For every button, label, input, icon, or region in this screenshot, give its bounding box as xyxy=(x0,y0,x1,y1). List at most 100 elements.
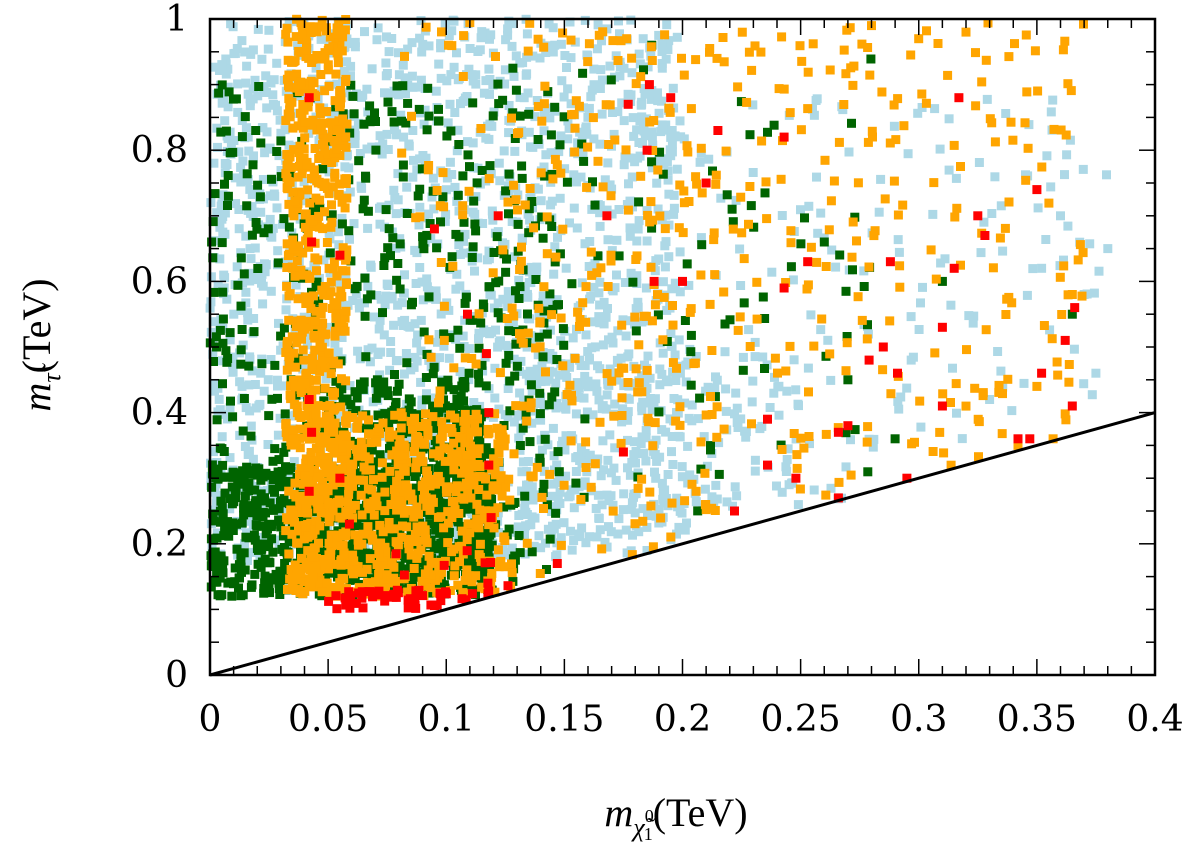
point-orange xyxy=(297,35,307,44)
point-darkgreen xyxy=(590,200,600,210)
point-lightblue xyxy=(996,201,1006,211)
point-lightblue xyxy=(1028,264,1038,274)
point-lightblue xyxy=(640,376,650,386)
point-orange xyxy=(293,294,303,304)
point-darkgreen xyxy=(278,531,288,541)
point-lightblue xyxy=(521,369,531,379)
point-lightblue xyxy=(974,158,984,167)
point-orange xyxy=(341,278,351,288)
point-lightblue xyxy=(914,325,924,334)
point-lightblue xyxy=(248,45,258,55)
point-darkgreen xyxy=(274,482,284,492)
point-lightblue xyxy=(655,154,665,164)
point-lightblue xyxy=(402,399,412,409)
point-darkgreen xyxy=(240,491,250,501)
point-lightblue xyxy=(661,237,671,247)
point-lightblue xyxy=(645,511,655,521)
point-lightblue xyxy=(634,527,644,537)
point-darkgreen xyxy=(311,281,321,291)
point-lightblue xyxy=(348,296,358,305)
point-darkgreen xyxy=(531,275,541,284)
point-orange xyxy=(491,52,500,61)
point-darkgreen xyxy=(769,120,779,130)
point-darkgreen xyxy=(372,375,382,385)
point-orange xyxy=(426,570,436,580)
point-orange xyxy=(300,292,310,302)
point-lightblue xyxy=(346,71,355,81)
point-lightblue xyxy=(268,223,278,233)
point-lightblue xyxy=(375,370,385,380)
point-lightblue xyxy=(523,209,533,219)
point-lightblue xyxy=(393,169,403,179)
point-lightblue xyxy=(261,71,271,81)
point-lightblue xyxy=(614,205,624,214)
point-lightblue xyxy=(578,151,588,161)
point-lightblue xyxy=(553,232,562,242)
point-lightblue xyxy=(562,63,571,72)
point-orange xyxy=(337,29,346,38)
point-lightblue xyxy=(248,547,258,557)
point-lightblue xyxy=(996,366,1006,376)
point-orange xyxy=(311,306,321,316)
point-darkgreen xyxy=(380,409,390,419)
point-orange xyxy=(471,359,481,369)
point-orange xyxy=(341,132,351,142)
point-darkgreen xyxy=(515,548,525,558)
point-lightblue xyxy=(791,385,801,395)
point-lightblue xyxy=(556,336,566,346)
point-darkgreen xyxy=(378,514,388,523)
point-lightblue xyxy=(247,366,257,376)
point-darkgreen xyxy=(559,340,569,350)
point-orange xyxy=(298,123,308,133)
point-lightblue xyxy=(549,269,559,279)
point-orange xyxy=(300,471,310,481)
point-orange xyxy=(293,538,303,548)
point-orange xyxy=(340,455,350,465)
point-darkgreen xyxy=(236,253,246,263)
point-darkgreen xyxy=(510,371,520,381)
point-lightblue xyxy=(582,407,592,417)
point-orange xyxy=(309,543,319,553)
point-orange xyxy=(290,362,300,372)
point-lightblue xyxy=(385,365,395,375)
point-lightblue xyxy=(383,145,393,154)
point-lightblue xyxy=(584,382,593,392)
point-lightblue xyxy=(349,219,359,229)
point-darkgreen xyxy=(275,582,285,592)
point-orange xyxy=(423,430,433,440)
point-orange xyxy=(293,172,303,182)
point-darkgreen xyxy=(224,531,234,541)
point-orange xyxy=(532,462,542,472)
point-darkgreen xyxy=(445,333,455,343)
point-orange xyxy=(437,432,447,441)
point-orange xyxy=(341,179,351,188)
point-lightblue xyxy=(670,278,680,288)
point-orange xyxy=(314,538,323,548)
point-darkgreen xyxy=(442,131,452,141)
point-lightblue xyxy=(217,432,227,442)
point-lightblue xyxy=(232,44,242,53)
point-darkgreen xyxy=(655,147,665,157)
point-lightblue xyxy=(491,325,500,335)
point-orange xyxy=(334,190,344,200)
point-orange xyxy=(320,282,330,291)
point-lightblue xyxy=(400,315,410,325)
point-lightblue xyxy=(628,113,638,123)
point-orange xyxy=(307,58,317,67)
point-lightblue xyxy=(680,525,690,535)
point-orange xyxy=(321,329,331,339)
point-lightblue xyxy=(490,393,500,403)
point-lightblue xyxy=(509,71,519,81)
point-darkgreen xyxy=(281,462,290,472)
point-lightblue xyxy=(510,252,520,262)
point-orange xyxy=(393,460,403,470)
point-lightblue xyxy=(636,439,646,448)
point-orange xyxy=(520,200,530,210)
point-lightblue xyxy=(273,375,282,385)
point-lightblue xyxy=(273,246,283,256)
point-darkgreen xyxy=(520,491,530,501)
point-lightblue xyxy=(478,219,488,228)
point-lightblue xyxy=(998,246,1008,256)
point-orange xyxy=(316,562,326,571)
point-orange xyxy=(384,432,394,442)
